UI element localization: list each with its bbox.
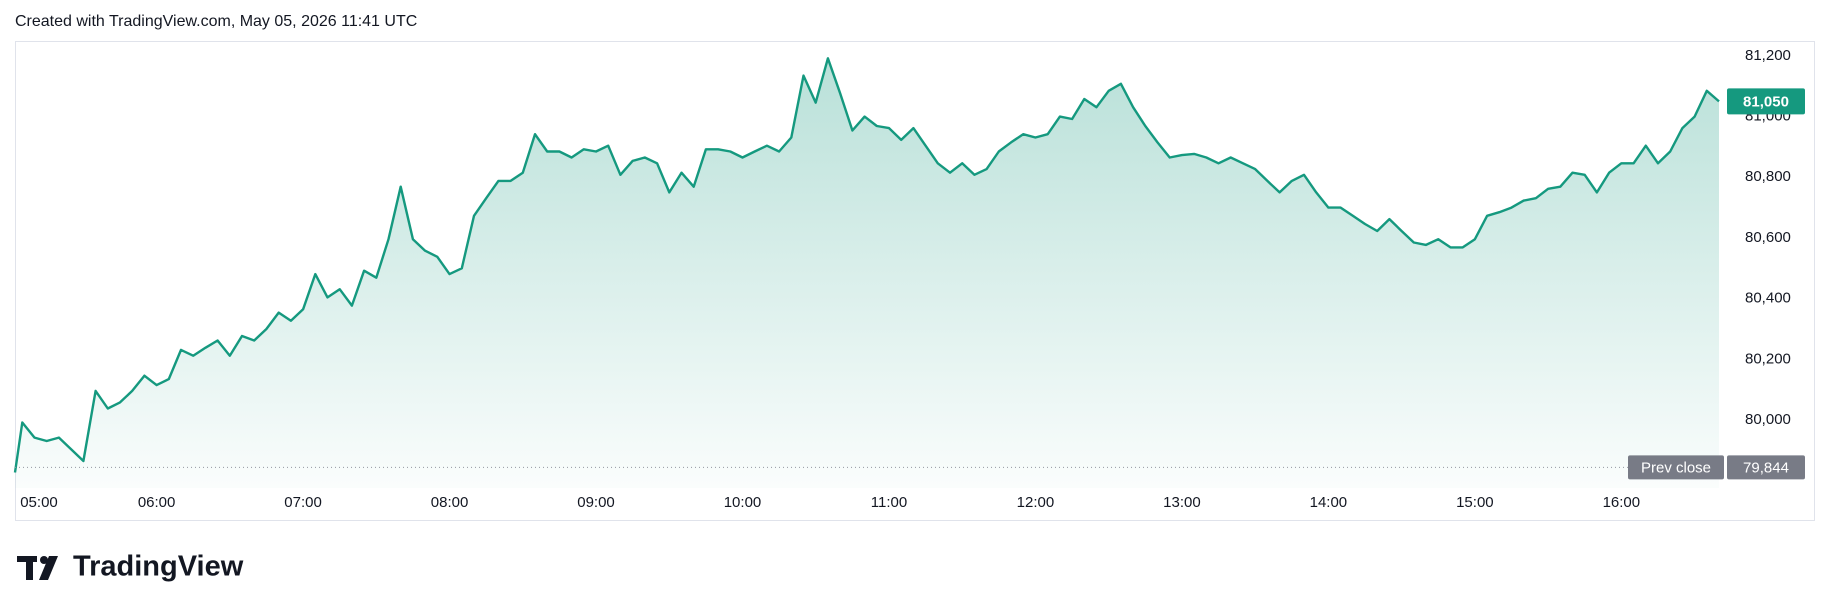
x-tick-label: 14:00 xyxy=(1310,494,1348,511)
y-tick-label: 80,000 xyxy=(1745,411,1791,428)
prev-close-label: 79,844 xyxy=(1743,459,1789,476)
last-price-badge xyxy=(1727,88,1805,115)
x-tick-label: 08:00 xyxy=(431,494,469,511)
x-tick-label: 15:00 xyxy=(1456,494,1494,511)
header-caption: Created with TradingView.com, May 05, 20… xyxy=(15,13,417,30)
area-fill xyxy=(15,58,1719,489)
y-tick-label: 80,800 xyxy=(1745,168,1791,185)
x-tick-label: 12:00 xyxy=(1017,494,1055,511)
footer-logo: TradingView xyxy=(73,551,244,583)
logo-icon xyxy=(17,556,58,580)
y-tick-label: 81,200 xyxy=(1745,47,1791,64)
y-tick-label: 80,400 xyxy=(1745,290,1791,307)
chart-frame xyxy=(15,41,1815,521)
x-tick-label: 06:00 xyxy=(138,494,176,511)
x-tick-label: 05:00 xyxy=(20,494,58,511)
price-line xyxy=(13,57,1720,473)
x-tick-label: 16:00 xyxy=(1603,494,1641,511)
x-tick-label: 10:00 xyxy=(724,494,762,511)
prev-close-badge xyxy=(1727,455,1805,480)
y-tick-label: 80,600 xyxy=(1745,229,1791,246)
last-price-label: 81,050 xyxy=(1743,93,1789,110)
prev-close-name-badge xyxy=(1628,455,1724,480)
x-tick-label: 13:00 xyxy=(1163,494,1201,511)
x-tick-label: 07:00 xyxy=(284,494,322,511)
x-tick-label: 09:00 xyxy=(577,494,615,511)
prev-close-name: Prev close xyxy=(1641,459,1711,476)
x-tick-label: 11:00 xyxy=(871,494,907,511)
y-tick-label: 80,200 xyxy=(1745,350,1791,367)
